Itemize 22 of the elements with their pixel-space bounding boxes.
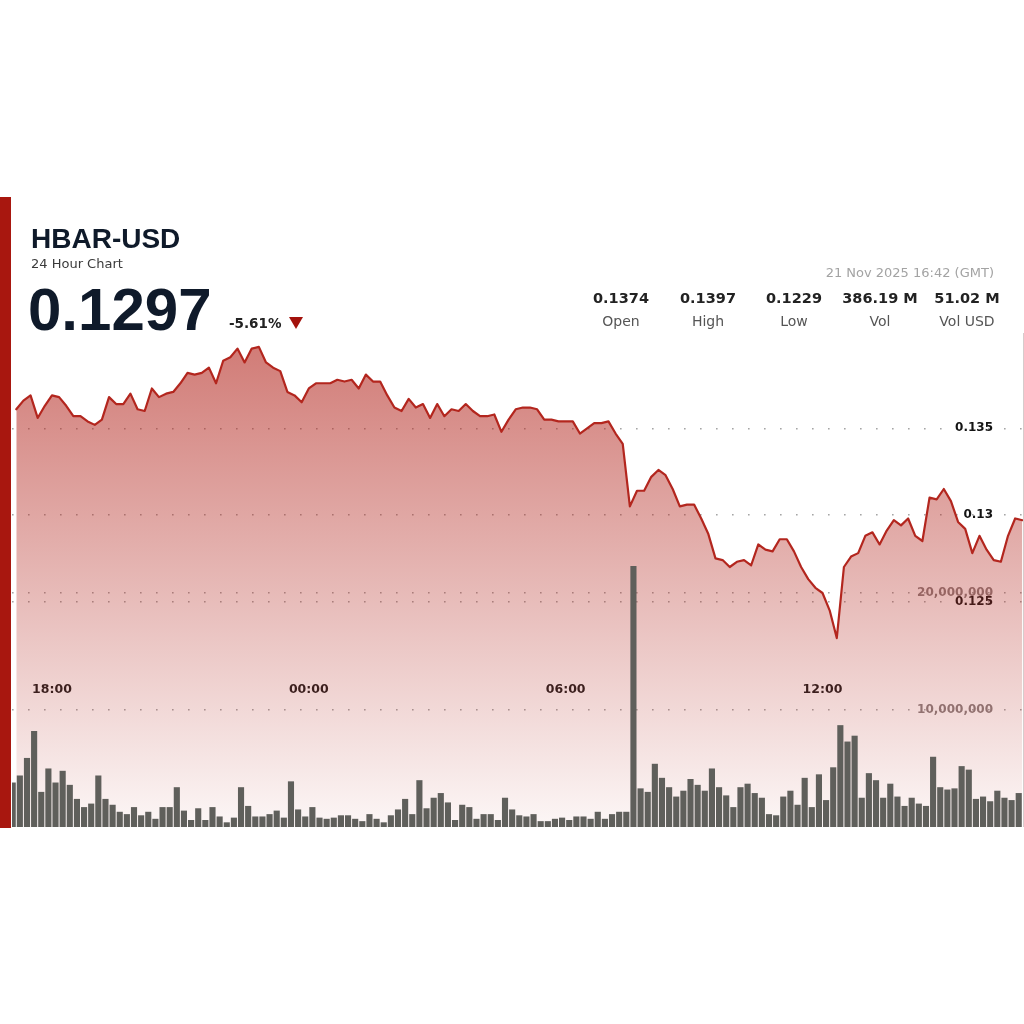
- text: 0.1397: [680, 290, 736, 306]
- text: Vol USD: [939, 313, 995, 329]
- text: High: [691, 313, 725, 329]
- x-tick-label: 18:00: [32, 680, 73, 696]
- y2-tick-label: 10,000,000: [917, 702, 993, 717]
- text: Vol: [869, 313, 891, 329]
- annotation: 0.1297: [28, 274, 212, 344]
- chart-title: HBAR-USD: [31, 223, 181, 255]
- y-tick-label: 0.135: [955, 420, 993, 435]
- text: 386.19 M: [842, 290, 918, 306]
- text: 21 Nov 2025 16:42 (GMT): [825, 264, 994, 280]
- x-tick-label: 06:00: [545, 680, 586, 696]
- chart-subtitle: 24 Hour Chart: [31, 255, 123, 271]
- text: Open: [602, 313, 640, 329]
- x-tick-label: 12:00: [802, 680, 843, 696]
- x-tick-label: 00:00: [288, 680, 329, 696]
- y-tick-label: 0.13: [963, 507, 993, 522]
- text: 0.1229: [766, 290, 822, 306]
- text: 0.1374: [593, 290, 649, 306]
- text: 51.02 M: [934, 290, 1000, 306]
- text: Low: [780, 313, 808, 329]
- text: -5.61%: [229, 315, 282, 331]
